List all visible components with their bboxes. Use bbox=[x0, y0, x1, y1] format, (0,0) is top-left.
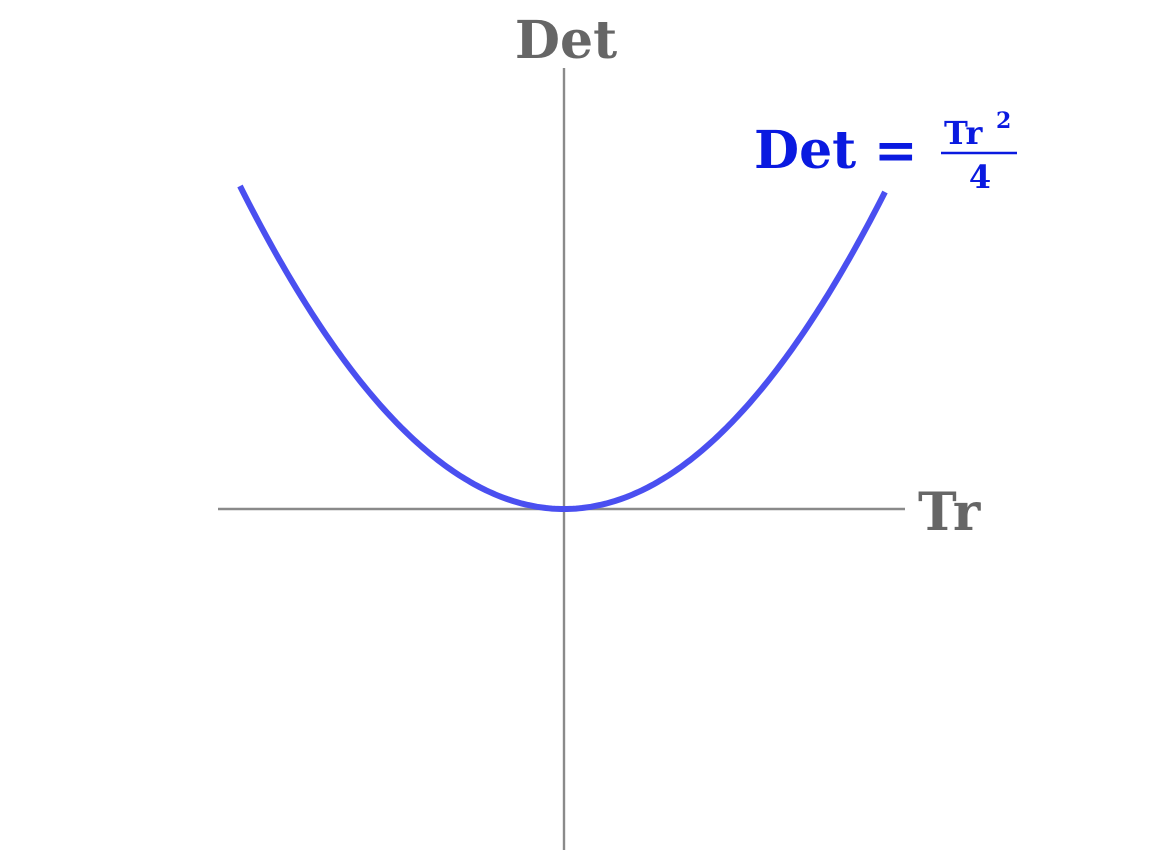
equation-lhs: Det bbox=[754, 120, 856, 181]
equation-equals: = bbox=[874, 120, 918, 181]
equation-denominator: 4 bbox=[969, 158, 991, 196]
y-axis-label: Det bbox=[515, 10, 617, 71]
x-axis-label: Tr bbox=[918, 482, 981, 543]
equation-numerator: Tr bbox=[944, 114, 983, 152]
curve-equation-label: Det = Tr 2 4 bbox=[754, 108, 1017, 196]
parabola-curve bbox=[237, 184, 888, 512]
equation-exponent: 2 bbox=[996, 108, 1011, 134]
